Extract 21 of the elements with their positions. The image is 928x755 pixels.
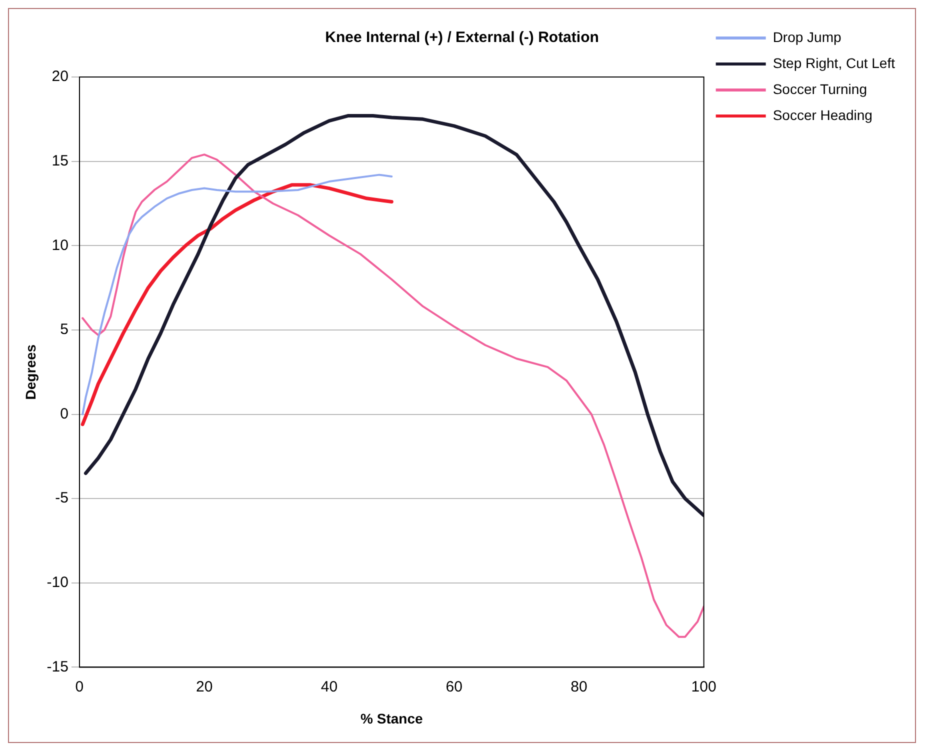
y-tick-label: -5	[55, 490, 68, 507]
y-axis-title: Degrees	[22, 344, 38, 400]
y-tick-label: 15	[52, 152, 68, 170]
chart-title: Knee Internal (+) / External (-) Rotation	[325, 29, 599, 46]
y-tick-label: 20	[52, 68, 68, 86]
legend-label: Drop Jump	[772, 28, 842, 45]
y-tick-label: 5	[60, 321, 68, 338]
x-axis-title: % Stance	[360, 710, 423, 726]
x-tick-label: 20	[196, 678, 213, 696]
x-tick-label: 40	[320, 678, 338, 696]
y-tick-label: 10	[52, 236, 68, 254]
x-tick-label: 100	[691, 678, 716, 696]
y-tick-label: -15	[46, 658, 68, 676]
x-tick-label: 80	[570, 678, 588, 696]
x-tick-label: 0	[75, 678, 84, 696]
legend-label: Soccer Turning	[772, 80, 867, 97]
y-tick-label: -10	[46, 574, 68, 592]
y-tick-label: 0	[60, 405, 68, 422]
legend-label: Step Right, Cut Left	[772, 54, 896, 71]
x-tick-label: 60	[446, 678, 462, 696]
legend-label: Soccer Heading	[772, 106, 872, 123]
